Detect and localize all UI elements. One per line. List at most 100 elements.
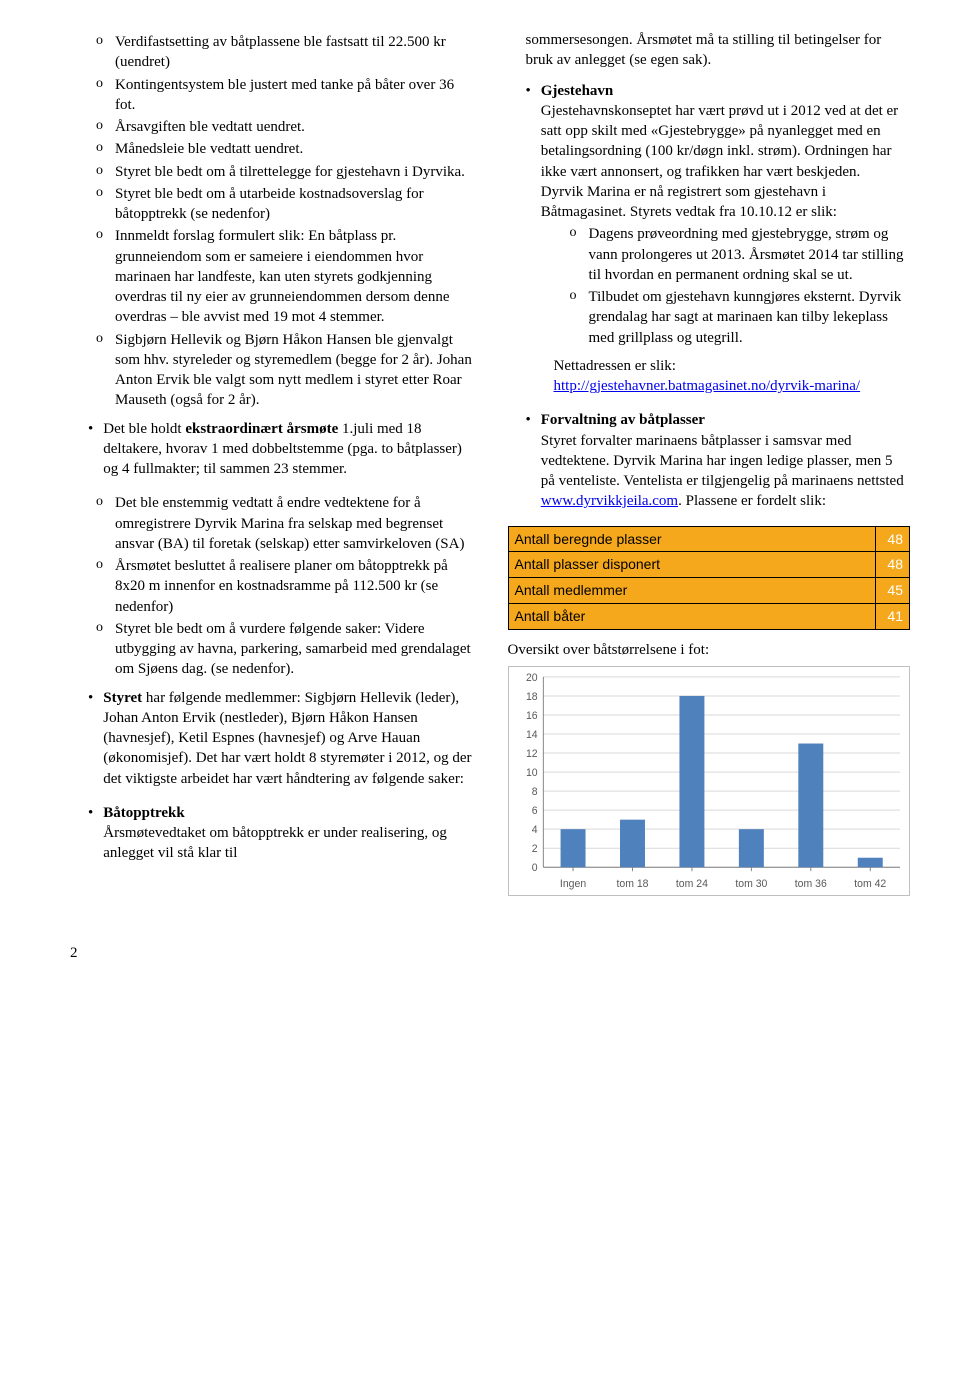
circle-marker-icon: o: [96, 330, 103, 411]
list-text: Dagens prøveordning med gjestebrygge, st…: [589, 224, 911, 285]
list-item: o Styret ble bedt om å utarbeide kostnads…: [96, 184, 473, 225]
list-text: Det ble enstemmig vedtatt å endre vedtek…: [115, 493, 473, 554]
list-text: Månedsleie ble vedtatt uendret.: [115, 139, 473, 159]
page: oVerdifastsetting av båtplassene ble fas…: [70, 30, 910, 903]
page-number: 2: [70, 943, 910, 963]
bullet-styret: • Styret har følgende medlemmer: Sigbjør…: [70, 688, 473, 789]
svg-text:14: 14: [525, 729, 537, 741]
bullet-icon: •: [88, 688, 93, 789]
sublist-2: oDet ble enstemmig vedtatt å endre vedte…: [70, 493, 473, 679]
bullet-gjestehavn: • Gjestehavn Gjestehavnskonseptet har væ…: [508, 81, 911, 397]
svg-text:tom 18: tom 18: [616, 878, 648, 890]
nettadr-block: Nettadressen er slik: http://gjestehavne…: [526, 356, 911, 397]
list-item: oStyret ble bedt om å vurdere følgende s…: [96, 619, 473, 680]
bullet-text: Styret har følgende medlemmer: Sigbjørn …: [103, 688, 472, 789]
table-cell-label: Antall båter: [508, 604, 876, 630]
circle-marker-icon: o: [96, 32, 103, 73]
list-item: oDet ble enstemmig vedtatt å endre vedte…: [96, 493, 473, 554]
table-row: Antall plasser disponert48: [508, 552, 910, 578]
bullet-icon: •: [88, 803, 93, 864]
list-text: Styret ble bedt om å tilrettelegge for g…: [115, 162, 473, 182]
circle-marker-icon: o: [96, 162, 103, 182]
text-bold: Styret: [103, 690, 142, 706]
svg-text:10: 10: [525, 767, 537, 779]
svg-text:tom 30: tom 30: [735, 878, 767, 890]
svg-text:tom 42: tom 42: [854, 878, 886, 890]
list-text: Tilbudet om gjestehavn kunngjøres ekster…: [589, 287, 911, 348]
heading: Gjestehavn: [541, 83, 614, 99]
bullet-extra-meeting: • Det ble holdt ekstraordinært årsmøte 1…: [70, 419, 473, 480]
dyrvik-link[interactable]: www.dyrvikkjeila.com: [541, 493, 678, 509]
bullet-forvaltning: • Forvaltning av båtplasser Styret forva…: [508, 410, 911, 511]
svg-text:18: 18: [525, 691, 537, 703]
list-text: Sigbjørn Hellevik og Bjørn Håkon Hansen …: [115, 330, 473, 411]
gjestehavn-link[interactable]: http://gjestehavner.batmagasinet.no/dyrv…: [554, 378, 861, 394]
svg-text:6: 6: [531, 805, 537, 817]
boat-size-chart: 0 2 4 6 8 10 12 14 16 18 20 Ingen tom 18 tom 24 tom 30…: [508, 666, 911, 896]
circle-marker-icon: o: [570, 224, 577, 285]
heading: Forvaltning av båtplasser: [541, 412, 705, 428]
circle-marker-icon: o: [96, 493, 103, 554]
table-cell-value: 48: [876, 526, 910, 552]
svg-text:4: 4: [531, 824, 537, 836]
list-item: o Kontingentsystem ble justert med tanke …: [96, 75, 473, 116]
list-text: Styret ble bedt om å vurdere følgende sa…: [115, 619, 473, 680]
text-bold: Båtopptrekk: [103, 805, 184, 821]
svg-text:20: 20: [525, 672, 537, 684]
svg-text:16: 16: [525, 710, 537, 722]
list-item: oInnmeldt forslag formulert slik: En båt…: [96, 226, 473, 327]
svg-text:12: 12: [525, 748, 537, 760]
list-item: oÅrsavgiften ble vedtatt uendret.: [96, 117, 473, 137]
table-row: Antall medlemmer45: [508, 578, 910, 604]
circle-marker-icon: o: [96, 619, 103, 680]
text: har følgende medlemmer: Sigbjørn Hellevi…: [103, 690, 471, 787]
bullet-text: Gjestehavn Gjestehavnskonseptet har vært…: [541, 81, 910, 223]
text: . Plassene er fordelt slik:: [678, 493, 826, 509]
plass-table: Antall beregnde plasser48Antall plasser …: [508, 526, 911, 631]
bullet-icon: •: [526, 81, 531, 223]
circle-marker-icon: o: [96, 184, 103, 225]
list-text: Styret ble bedt om å utarbeide kostnadso…: [115, 184, 473, 225]
list-item: o Månedsleie ble vedtatt uendret.: [96, 139, 473, 159]
sublist-1: oVerdifastsetting av båtplassene ble fas…: [70, 32, 473, 411]
text: Styret forvalter marinaens båtplasser i …: [541, 433, 904, 490]
table-row: Antall båter41: [508, 604, 910, 630]
list-item: oTilbudet om gjestehavn kunngjøres ekste…: [570, 287, 911, 348]
left-column: oVerdifastsetting av båtplassene ble fas…: [70, 30, 473, 903]
svg-text:tom 24: tom 24: [675, 878, 707, 890]
table-cell-label: Antall beregnde plasser: [508, 526, 876, 552]
table-cell-value: 41: [876, 604, 910, 630]
para-continuation: sommersesongen. Årsmøtet må ta stilling …: [526, 30, 911, 71]
bullet-icon: •: [88, 419, 93, 480]
list-text: Årsmøtet besluttet å realisere planer om…: [115, 556, 473, 617]
circle-marker-icon: o: [96, 139, 103, 159]
bullet-text: Det ble holdt ekstraordinært årsmøte 1.j…: [103, 419, 472, 480]
svg-text:Ingen: Ingen: [559, 878, 585, 890]
text-bold: ekstraordinært årsmøte: [185, 421, 338, 437]
table-row: Antall beregnde plasser48: [508, 526, 910, 552]
svg-text:8: 8: [531, 786, 537, 798]
list-text: Kontingentsystem ble justert med tanke p…: [115, 75, 473, 116]
table-cell-value: 45: [876, 578, 910, 604]
gjestehavn-sublist: oDagens prøveordning med gjestebrygge, s…: [526, 224, 911, 348]
list-text: Årsavgiften ble vedtatt uendret.: [115, 117, 473, 137]
circle-marker-icon: o: [570, 287, 577, 348]
svg-text:tom 36: tom 36: [794, 878, 826, 890]
list-item: oDagens prøveordning med gjestebrygge, s…: [570, 224, 911, 285]
table-cell-value: 48: [876, 552, 910, 578]
text: Nettadressen er slik:: [554, 358, 676, 374]
svg-text:0: 0: [531, 862, 537, 874]
right-column: sommersesongen. Årsmøtet må ta stilling …: [508, 30, 911, 903]
table-cell-label: Antall plasser disponert: [508, 552, 876, 578]
text: Årsmøtevedtaket om båtopptrekk er under …: [103, 825, 447, 861]
svg-text:2: 2: [531, 843, 537, 855]
bullet-text: Båtopptrekk Årsmøtevedtaket om båtopptre…: [103, 803, 472, 864]
circle-marker-icon: o: [96, 226, 103, 327]
circle-marker-icon: o: [96, 75, 103, 116]
text: Det ble holdt: [103, 421, 185, 437]
bullet-icon: •: [526, 410, 531, 511]
table-cell-label: Antall medlemmer: [508, 578, 876, 604]
list-item: oVerdifastsetting av båtplassene ble fas…: [96, 32, 473, 73]
list-item: oÅrsmøtet besluttet å realisere planer o…: [96, 556, 473, 617]
list-item: o Styret ble bedt om å tilrettelegge for …: [96, 162, 473, 182]
